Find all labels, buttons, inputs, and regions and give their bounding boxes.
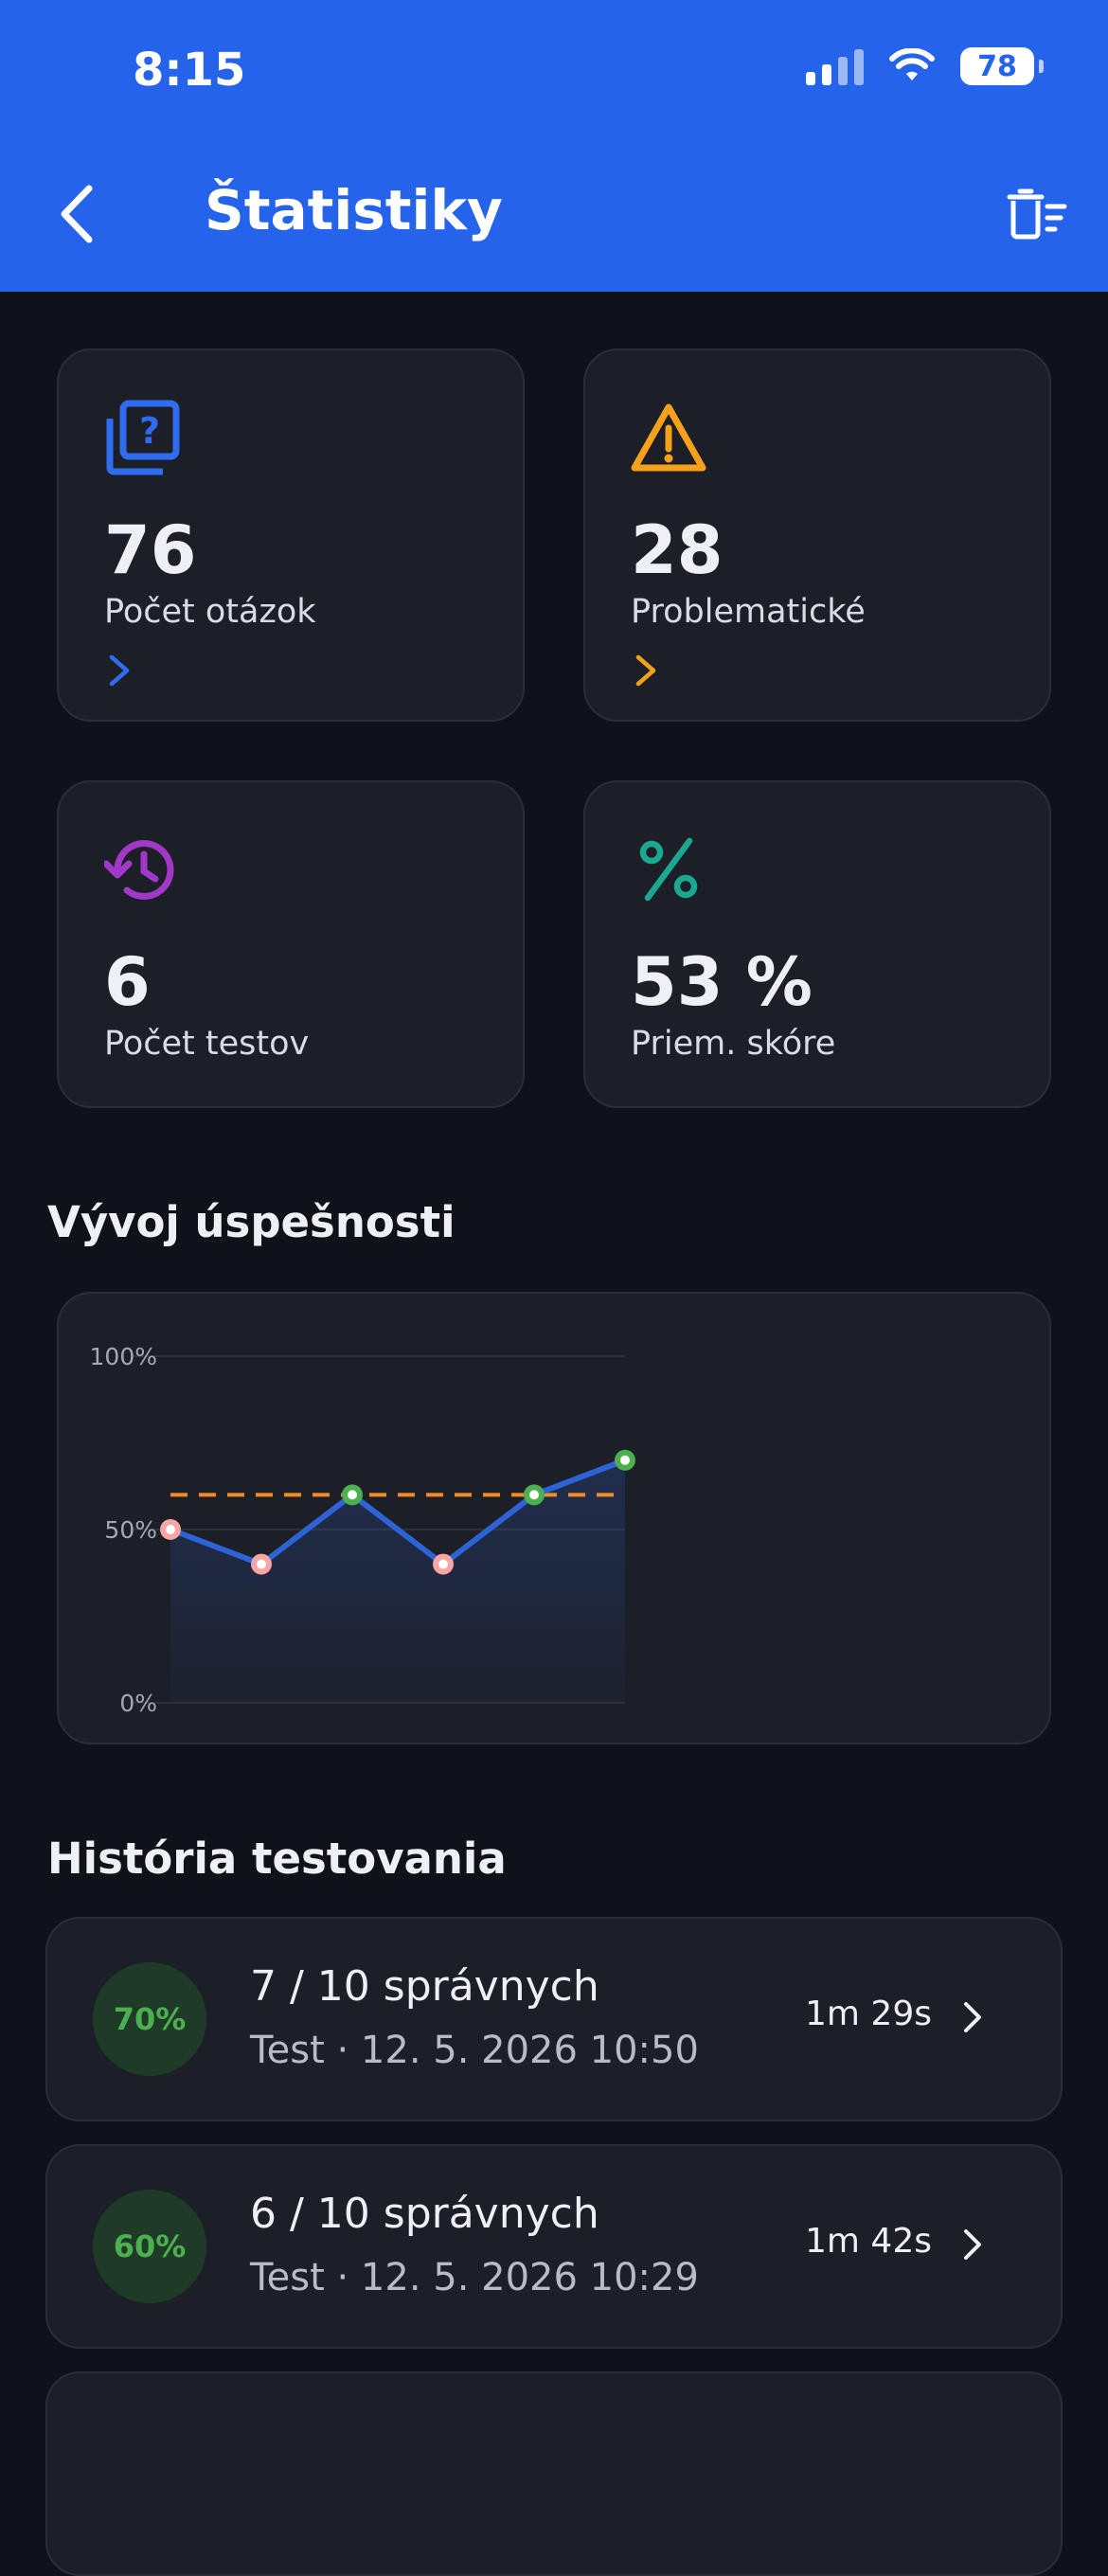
history-item-duration: 1m 29s	[805, 1995, 932, 2033]
delete-sweep-icon	[1007, 188, 1067, 240]
history-item-subtitle: Test · 12. 5. 2026 10:29	[250, 2256, 699, 2299]
data-point-center	[438, 1559, 448, 1569]
data-point-center	[529, 1490, 539, 1500]
y-tick-label: 0%	[119, 1690, 157, 1717]
y-tick-label: 50%	[104, 1516, 157, 1544]
stat-card-questions[interactable]: ? 76 Počet otázok	[57, 349, 525, 722]
history-item-duration: 1m 42s	[805, 2222, 932, 2261]
warning-icon	[631, 403, 706, 472]
tests-count: 6	[104, 943, 151, 1021]
problematic-label: Problematické	[631, 593, 866, 631]
cellular-signal-icon	[806, 47, 864, 85]
status-icons: 78	[806, 47, 1044, 85]
questions-label: Počet otázok	[104, 593, 316, 631]
chart-section-title: Vývoj úspešnosti	[47, 1197, 456, 1247]
clear-history-button[interactable]	[1002, 186, 1068, 242]
chevron-right-icon	[635, 654, 656, 687]
history-item[interactable]: 60% 6 / 10 správnych Test · 12. 5. 2026 …	[45, 2144, 1063, 2349]
history-item[interactable]: 70% 7 / 10 správnych Test · 12. 5. 2026 …	[45, 1917, 1063, 2121]
success-chart-card: 0% 50% 100%	[57, 1292, 1051, 1744]
data-point-center	[348, 1490, 357, 1500]
status-time: 8:15	[133, 44, 246, 97]
avg-score-label: Priem. skóre	[631, 1025, 836, 1063]
stat-card-problematic[interactable]: 28 Problematické	[583, 349, 1051, 722]
history-item-subtitle: Test · 12. 5. 2026 10:50	[250, 2029, 699, 2072]
back-button[interactable]	[57, 180, 114, 248]
svg-text:?: ?	[139, 410, 160, 452]
history-section-title: História testovania	[47, 1834, 507, 1884]
history-item-title: 7 / 10 správnych	[250, 1962, 599, 2011]
success-chart: 0% 50% 100%	[90, 1343, 635, 1717]
percent-icon	[639, 837, 698, 902]
battery-icon: 78	[960, 47, 1044, 85]
history-clock-icon	[104, 840, 174, 900]
data-point-center	[166, 1525, 175, 1534]
page-title: Štatistiky	[205, 178, 503, 242]
problematic-count: 28	[631, 511, 724, 589]
stat-card-tests: 6 Počet testov	[57, 780, 525, 1108]
stat-card-avg-score: 53 % Priem. skóre	[583, 780, 1051, 1108]
avg-score-value: 53 %	[631, 943, 813, 1021]
y-tick-label: 100%	[90, 1343, 157, 1370]
quiz-question-icon: ?	[106, 400, 180, 475]
series-line	[169, 1457, 627, 1567]
chevron-left-icon	[61, 185, 93, 243]
questions-count: 76	[104, 511, 197, 589]
score-badge: 60%	[93, 2190, 206, 2303]
tests-label: Počet testov	[104, 1025, 310, 1063]
chevron-right-icon	[109, 654, 130, 687]
score-badge: 70%	[93, 1962, 206, 2076]
history-item-title: 6 / 10 správnych	[250, 2190, 599, 2238]
app-header: 8:15 78 Štatistiky	[0, 0, 1108, 292]
chart-area	[170, 1459, 625, 1703]
chevron-right-icon	[964, 2002, 981, 2032]
chevron-right-icon	[964, 2229, 981, 2260]
history-item-partial[interactable]	[45, 2371, 1063, 2576]
data-point-center	[257, 1559, 266, 1569]
wifi-icon	[889, 48, 935, 80]
data-point-center	[620, 1455, 630, 1465]
